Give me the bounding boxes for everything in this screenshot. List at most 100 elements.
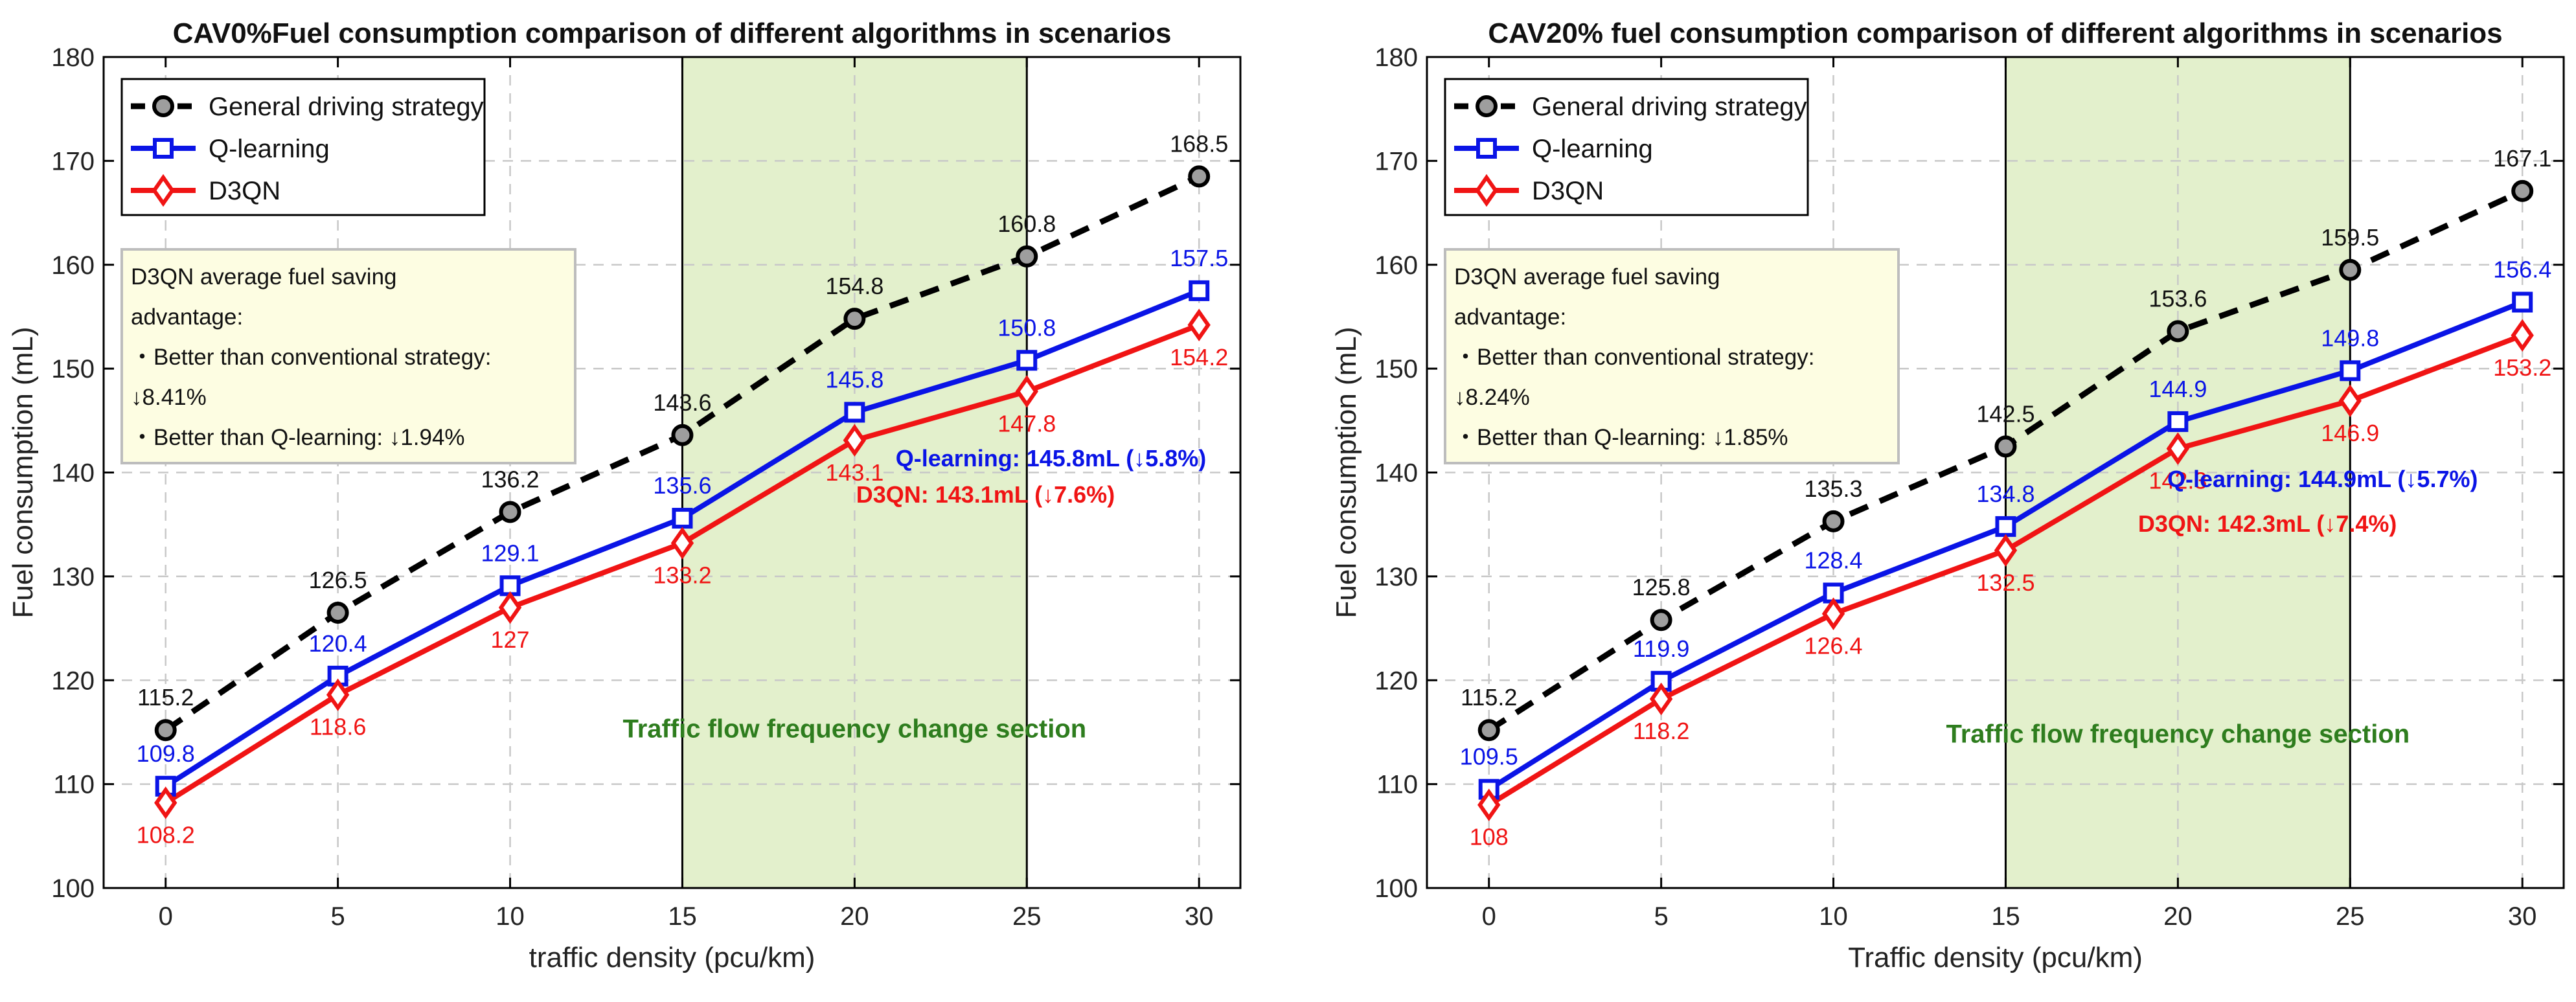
y-axis-label: Fuel consumption (mL) [7, 327, 39, 619]
x-tick-label: 5 [1654, 902, 1669, 931]
data-label: 149.8 [2321, 325, 2379, 351]
data-label: 147.8 [997, 410, 1056, 437]
x-tick-label: 25 [1012, 902, 1042, 931]
y-tick-label: 140 [1374, 459, 1418, 488]
legend-marker [152, 174, 175, 207]
data-point [326, 678, 350, 711]
data-point [1994, 435, 2017, 458]
x-tick-label: 30 [2508, 902, 2537, 931]
data-label: 125.8 [1632, 574, 1691, 600]
info-box-line: ・Better than conventional strategy: [131, 345, 491, 370]
data-label: 115.2 [137, 684, 194, 711]
annotation: Q-learning: 145.8mL (↓5.8%) [896, 445, 1206, 472]
data-label: 142.5 [1976, 400, 2035, 427]
y-tick-label: 150 [1374, 355, 1418, 383]
data-label: 159.5 [2321, 224, 2379, 251]
data-label: 167.1 [2493, 145, 2551, 172]
data-point [1016, 245, 1038, 268]
data-point [2166, 432, 2190, 465]
info-box-line: D3QN average fuel saving [1454, 264, 1720, 290]
data-point [2338, 384, 2362, 418]
data-point [2339, 258, 2362, 281]
x-tick-label: 5 [331, 902, 345, 931]
x-tick-label: 20 [2163, 902, 2193, 931]
y-tick-label: 100 [1374, 874, 1418, 903]
data-label: 108.2 [137, 821, 195, 848]
data-point [1477, 719, 1500, 742]
data-point [326, 602, 349, 624]
annotation: Q-learning: 144.9mL (↓5.7%) [2167, 466, 2478, 492]
data-point [154, 719, 177, 742]
legend-label: D3QN [209, 177, 280, 205]
data-label: 126.5 [309, 567, 367, 593]
y-tick-label: 120 [1374, 666, 1418, 695]
data-point [1822, 510, 1845, 532]
data-point [843, 308, 866, 330]
x-tick-label: 10 [1819, 902, 1848, 931]
data-point [671, 424, 694, 446]
data-label: 133.2 [653, 562, 711, 589]
info-box-line: advantage: [131, 304, 243, 330]
data-label: 160.8 [997, 211, 1056, 237]
y-tick-label: 100 [51, 874, 95, 903]
data-label: 109.5 [1460, 744, 1518, 770]
y-tick-label: 160 [51, 251, 95, 280]
x-tick-label: 20 [840, 902, 869, 931]
data-label: 119.9 [1633, 635, 1689, 662]
chart-panel-1: 0 5 10 15 20 25 30 100 110 120 130 140 150 160 170 180 C… [1330, 17, 2565, 974]
data-point [2167, 411, 2189, 432]
y-tick-label: 110 [53, 771, 95, 799]
x-axis-label: traffic density (pcu/km) [529, 942, 815, 974]
x-axis-label: Traffic density (pcu/km) [1848, 942, 2143, 974]
data-point [1995, 516, 2016, 537]
data-label: 127 [491, 626, 530, 653]
data-point [843, 424, 867, 457]
legend-label: General driving strategy [209, 93, 484, 121]
data-point [1649, 682, 1673, 716]
data-point [498, 591, 522, 624]
y-tick-label: 160 [1374, 251, 1418, 280]
data-label: 120.4 [309, 630, 367, 657]
legend-label: Q-learning [1532, 135, 1653, 163]
x-tick-label: 30 [1185, 902, 1214, 931]
y-tick-label: 150 [51, 355, 95, 383]
data-point [1821, 597, 1845, 630]
y-tick-label: 120 [51, 666, 95, 695]
legend-label: Q-learning [209, 135, 330, 163]
data-point [844, 402, 865, 423]
legend-marker [152, 95, 174, 117]
data-point [1015, 375, 1038, 408]
data-label: 146.9 [2321, 420, 2379, 446]
info-box-line: D3QN average fuel saving [131, 264, 397, 290]
y-tick-label: 170 [51, 147, 95, 176]
data-label: 109.8 [137, 740, 195, 767]
info-box [120, 248, 576, 464]
y-tick-label: 180 [51, 43, 95, 72]
y-tick-label: 140 [51, 459, 95, 488]
x-tick-label: 10 [496, 902, 525, 931]
data-point [1477, 788, 1501, 821]
highlight-label: Traffic flow frequency change section [622, 714, 1086, 743]
data-label: 136.2 [481, 466, 539, 492]
info-box-line: advantage: [1454, 304, 1566, 330]
y-tick-label: 130 [51, 563, 95, 591]
data-label: 118.2 [1633, 718, 1689, 744]
data-label: 168.5 [1170, 130, 1228, 157]
legend-marker [1475, 174, 1498, 207]
data-label: 150.8 [997, 314, 1056, 341]
data-label: 153.6 [2149, 285, 2207, 312]
data-point [672, 508, 693, 529]
legend-label: General driving strategy [1532, 93, 1807, 121]
data-point [1189, 280, 1210, 301]
data-label: 126.4 [1804, 633, 1862, 659]
chart-title: CAV0%Fuel consumption comparison of diff… [173, 17, 1172, 49]
data-point [1650, 609, 1672, 632]
data-label: 135.6 [653, 472, 711, 499]
data-label: 129.1 [481, 540, 539, 566]
info-box-line: ↓8.24% [1454, 385, 1530, 410]
info-box-line: ↓8.41% [131, 385, 207, 410]
data-label: 156.4 [2493, 256, 2551, 282]
x-tick-label: 15 [1991, 902, 2020, 931]
